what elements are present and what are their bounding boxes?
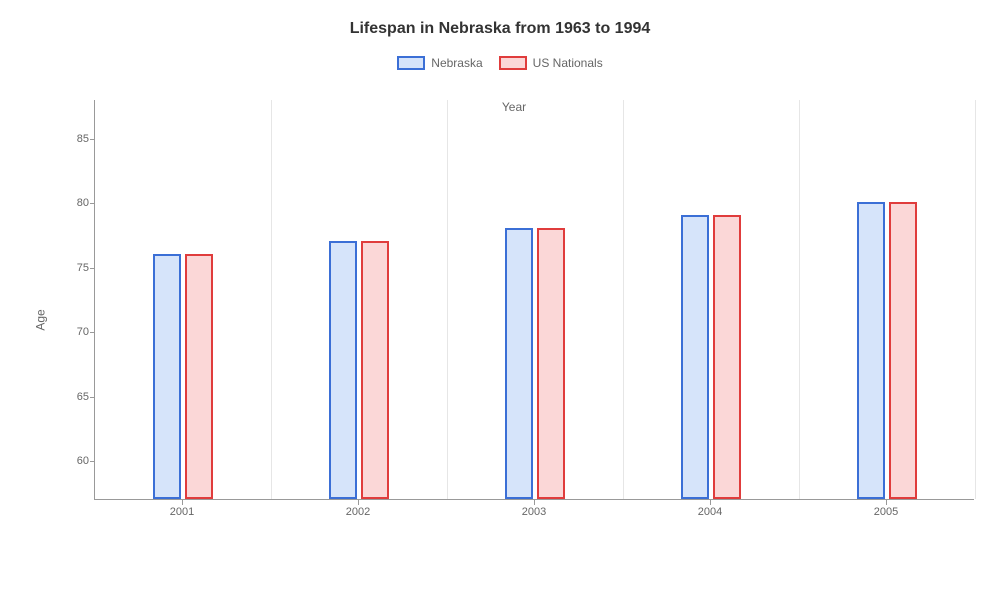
x-tick-mark	[534, 500, 535, 505]
y-tick-mark	[90, 139, 95, 140]
y-tick-label: 80	[57, 197, 89, 209]
bar-us-nationals[interactable]	[361, 241, 389, 499]
legend-swatch-nebraska	[397, 56, 425, 70]
y-tick-mark	[90, 203, 95, 204]
x-tick-mark	[886, 500, 887, 505]
y-tick-mark	[90, 332, 95, 333]
legend-item-nebraska[interactable]: Nebraska	[397, 56, 482, 70]
y-tick-mark	[90, 461, 95, 462]
bar-us-nationals[interactable]	[185, 254, 213, 499]
bar-nebraska[interactable]	[681, 215, 709, 499]
legend-swatch-us-nationals	[499, 56, 527, 70]
bar-nebraska[interactable]	[857, 202, 885, 499]
plot-area: 606570758085	[94, 100, 974, 500]
y-axis-label: Age	[34, 309, 48, 330]
x-tick-label: 2005	[874, 506, 898, 518]
legend-item-us-nationals[interactable]: US Nationals	[499, 56, 603, 70]
y-tick-label: 65	[57, 391, 89, 403]
x-tick-mark	[358, 500, 359, 505]
y-tick-label: 85	[57, 133, 89, 145]
bar-nebraska[interactable]	[329, 241, 357, 499]
legend-label-us-nationals: US Nationals	[533, 56, 603, 70]
y-tick-label: 70	[57, 326, 89, 338]
x-tick-label: 2004	[698, 506, 722, 518]
grid-line-vertical	[799, 100, 800, 499]
chart-title: Lifespan in Nebraska from 1963 to 1994	[30, 20, 970, 38]
bar-us-nationals[interactable]	[537, 228, 565, 499]
y-tick-label: 75	[57, 262, 89, 274]
grid-line-vertical	[271, 100, 272, 499]
x-tick-label: 2001	[170, 506, 194, 518]
chart-container: Lifespan in Nebraska from 1963 to 1994 N…	[0, 0, 1000, 600]
y-tick-mark	[90, 268, 95, 269]
plot-wrap: Age 606570758085 Year 200120022003200420…	[54, 100, 974, 540]
x-tick-label: 2002	[346, 506, 370, 518]
bar-us-nationals[interactable]	[713, 215, 741, 499]
y-tick-mark	[90, 397, 95, 398]
grid-line-vertical	[975, 100, 976, 499]
bar-nebraska[interactable]	[153, 254, 181, 499]
grid-line-vertical	[623, 100, 624, 499]
x-tick-mark	[182, 500, 183, 505]
y-tick-label: 60	[57, 455, 89, 467]
x-tick-label: 2003	[522, 506, 546, 518]
bar-nebraska[interactable]	[505, 228, 533, 499]
bar-us-nationals[interactable]	[889, 202, 917, 499]
legend: Nebraska US Nationals	[30, 56, 970, 70]
x-tick-mark	[710, 500, 711, 505]
grid-line-vertical	[447, 100, 448, 499]
legend-label-nebraska: Nebraska	[431, 56, 482, 70]
